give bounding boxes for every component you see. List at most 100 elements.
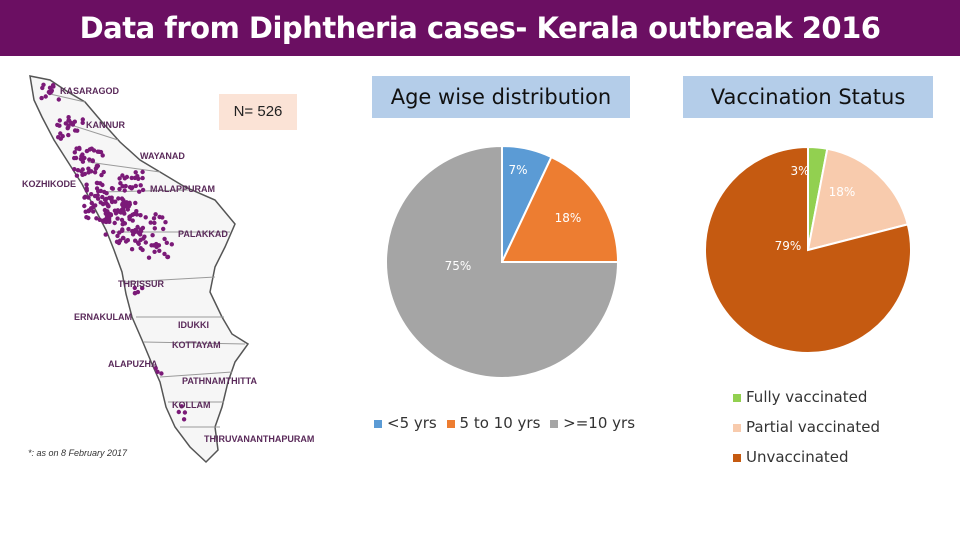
case-dot: [55, 122, 60, 128]
case-dot: [133, 200, 138, 206]
case-dot: [152, 220, 157, 226]
page-title: Data from Diphtheria cases- Kerala outbr…: [0, 0, 960, 56]
case-dot: [153, 366, 158, 371]
vaccination-legend: Fully vaccinated Partial vaccinated Unva…: [733, 386, 880, 476]
case-dot: [120, 228, 125, 233]
case-dot: [116, 196, 121, 201]
district-label: THRISSUR: [118, 279, 165, 289]
legend-item-under5: <5 yrs: [374, 414, 437, 432]
district-label: KOLLAM: [172, 400, 211, 410]
legend-label: <5 yrs: [387, 414, 437, 432]
case-dot: [120, 222, 125, 227]
case-dot: [138, 232, 143, 237]
case-dot: [117, 176, 122, 181]
pie-slice: [500, 155, 620, 263]
case-dot: [153, 212, 158, 217]
case-dot: [132, 285, 137, 291]
case-dot: [82, 195, 87, 200]
case-dot: [138, 213, 143, 218]
case-dot: [138, 237, 143, 243]
case-dot: [47, 85, 53, 90]
case-dot: [117, 186, 122, 192]
case-dot: [155, 369, 160, 374]
case-dot: [122, 176, 128, 181]
case-dot: [121, 198, 126, 203]
case-dot: [157, 248, 162, 253]
case-dot: [181, 417, 187, 422]
case-dot: [41, 82, 46, 87]
case-dot: [135, 224, 140, 230]
case-dot: [66, 132, 71, 138]
case-dot: [86, 195, 91, 200]
case-dot: [162, 236, 167, 242]
case-dot: [137, 189, 142, 194]
case-dot: [72, 150, 77, 155]
case-dot: [80, 117, 86, 122]
case-dot: [57, 118, 62, 123]
case-dot: [60, 134, 65, 139]
legend-swatch: [733, 423, 741, 432]
district-label: WAYANAD: [140, 151, 185, 161]
case-dot: [101, 169, 106, 175]
case-dot: [104, 219, 109, 225]
legend-item-5to10: 5 to 10 yrs: [446, 414, 540, 432]
case-dot: [66, 123, 71, 128]
case-dot: [79, 169, 84, 174]
data-label: 18%: [555, 211, 582, 225]
case-dot: [80, 155, 85, 161]
case-dot: [161, 226, 166, 232]
case-dot: [107, 212, 112, 217]
case-dot: [115, 216, 120, 221]
case-dot: [140, 285, 145, 291]
case-dot: [66, 115, 71, 120]
case-dot: [134, 212, 139, 217]
case-dot: [100, 153, 105, 158]
data-label: 3%: [790, 164, 809, 178]
map-note: *: as on 8 February 2017: [28, 448, 128, 458]
case-dot: [152, 226, 157, 231]
case-dot: [154, 241, 159, 247]
case-dot: [152, 249, 157, 254]
case-dot: [43, 94, 48, 99]
case-dot: [148, 220, 153, 225]
case-dot: [92, 170, 98, 175]
legend-swatch: [446, 419, 455, 428]
case-dot: [75, 168, 81, 173]
case-dot: [77, 145, 82, 151]
case-dot: [121, 235, 126, 241]
district-label: ERNAKULAM: [74, 312, 132, 322]
case-dot: [73, 155, 79, 161]
case-dot: [122, 201, 127, 207]
legend-label: >=10 yrs: [563, 414, 636, 432]
district-label: PALAKKAD: [178, 229, 228, 239]
case-dot: [129, 186, 134, 191]
case-dot: [164, 240, 169, 245]
district-label: KANNUR: [86, 120, 125, 130]
case-dot: [140, 175, 145, 181]
legend-item-fully: Fully vaccinated: [733, 386, 880, 416]
case-dot: [84, 148, 90, 154]
case-dot: [72, 167, 77, 172]
case-dot: [105, 209, 110, 214]
case-dot: [146, 255, 152, 260]
case-dot: [74, 173, 80, 178]
case-dot: [67, 118, 72, 123]
pie-slice: [704, 145, 912, 354]
case-dot: [126, 204, 131, 209]
case-dot: [138, 183, 143, 188]
case-dot: [98, 181, 103, 186]
case-dot: [118, 181, 123, 186]
district-label: KOTTAYAM: [172, 340, 221, 350]
case-dot: [89, 192, 94, 197]
case-dot: [143, 215, 148, 220]
case-dot: [169, 242, 174, 247]
case-dot: [112, 208, 118, 213]
legend-swatch: [733, 453, 741, 462]
case-dot: [118, 210, 124, 215]
case-dot: [97, 149, 102, 154]
case-dot: [135, 174, 140, 179]
case-dot: [130, 232, 136, 237]
case-dot: [100, 194, 105, 200]
case-dot: [179, 404, 184, 409]
case-dot: [132, 291, 138, 296]
